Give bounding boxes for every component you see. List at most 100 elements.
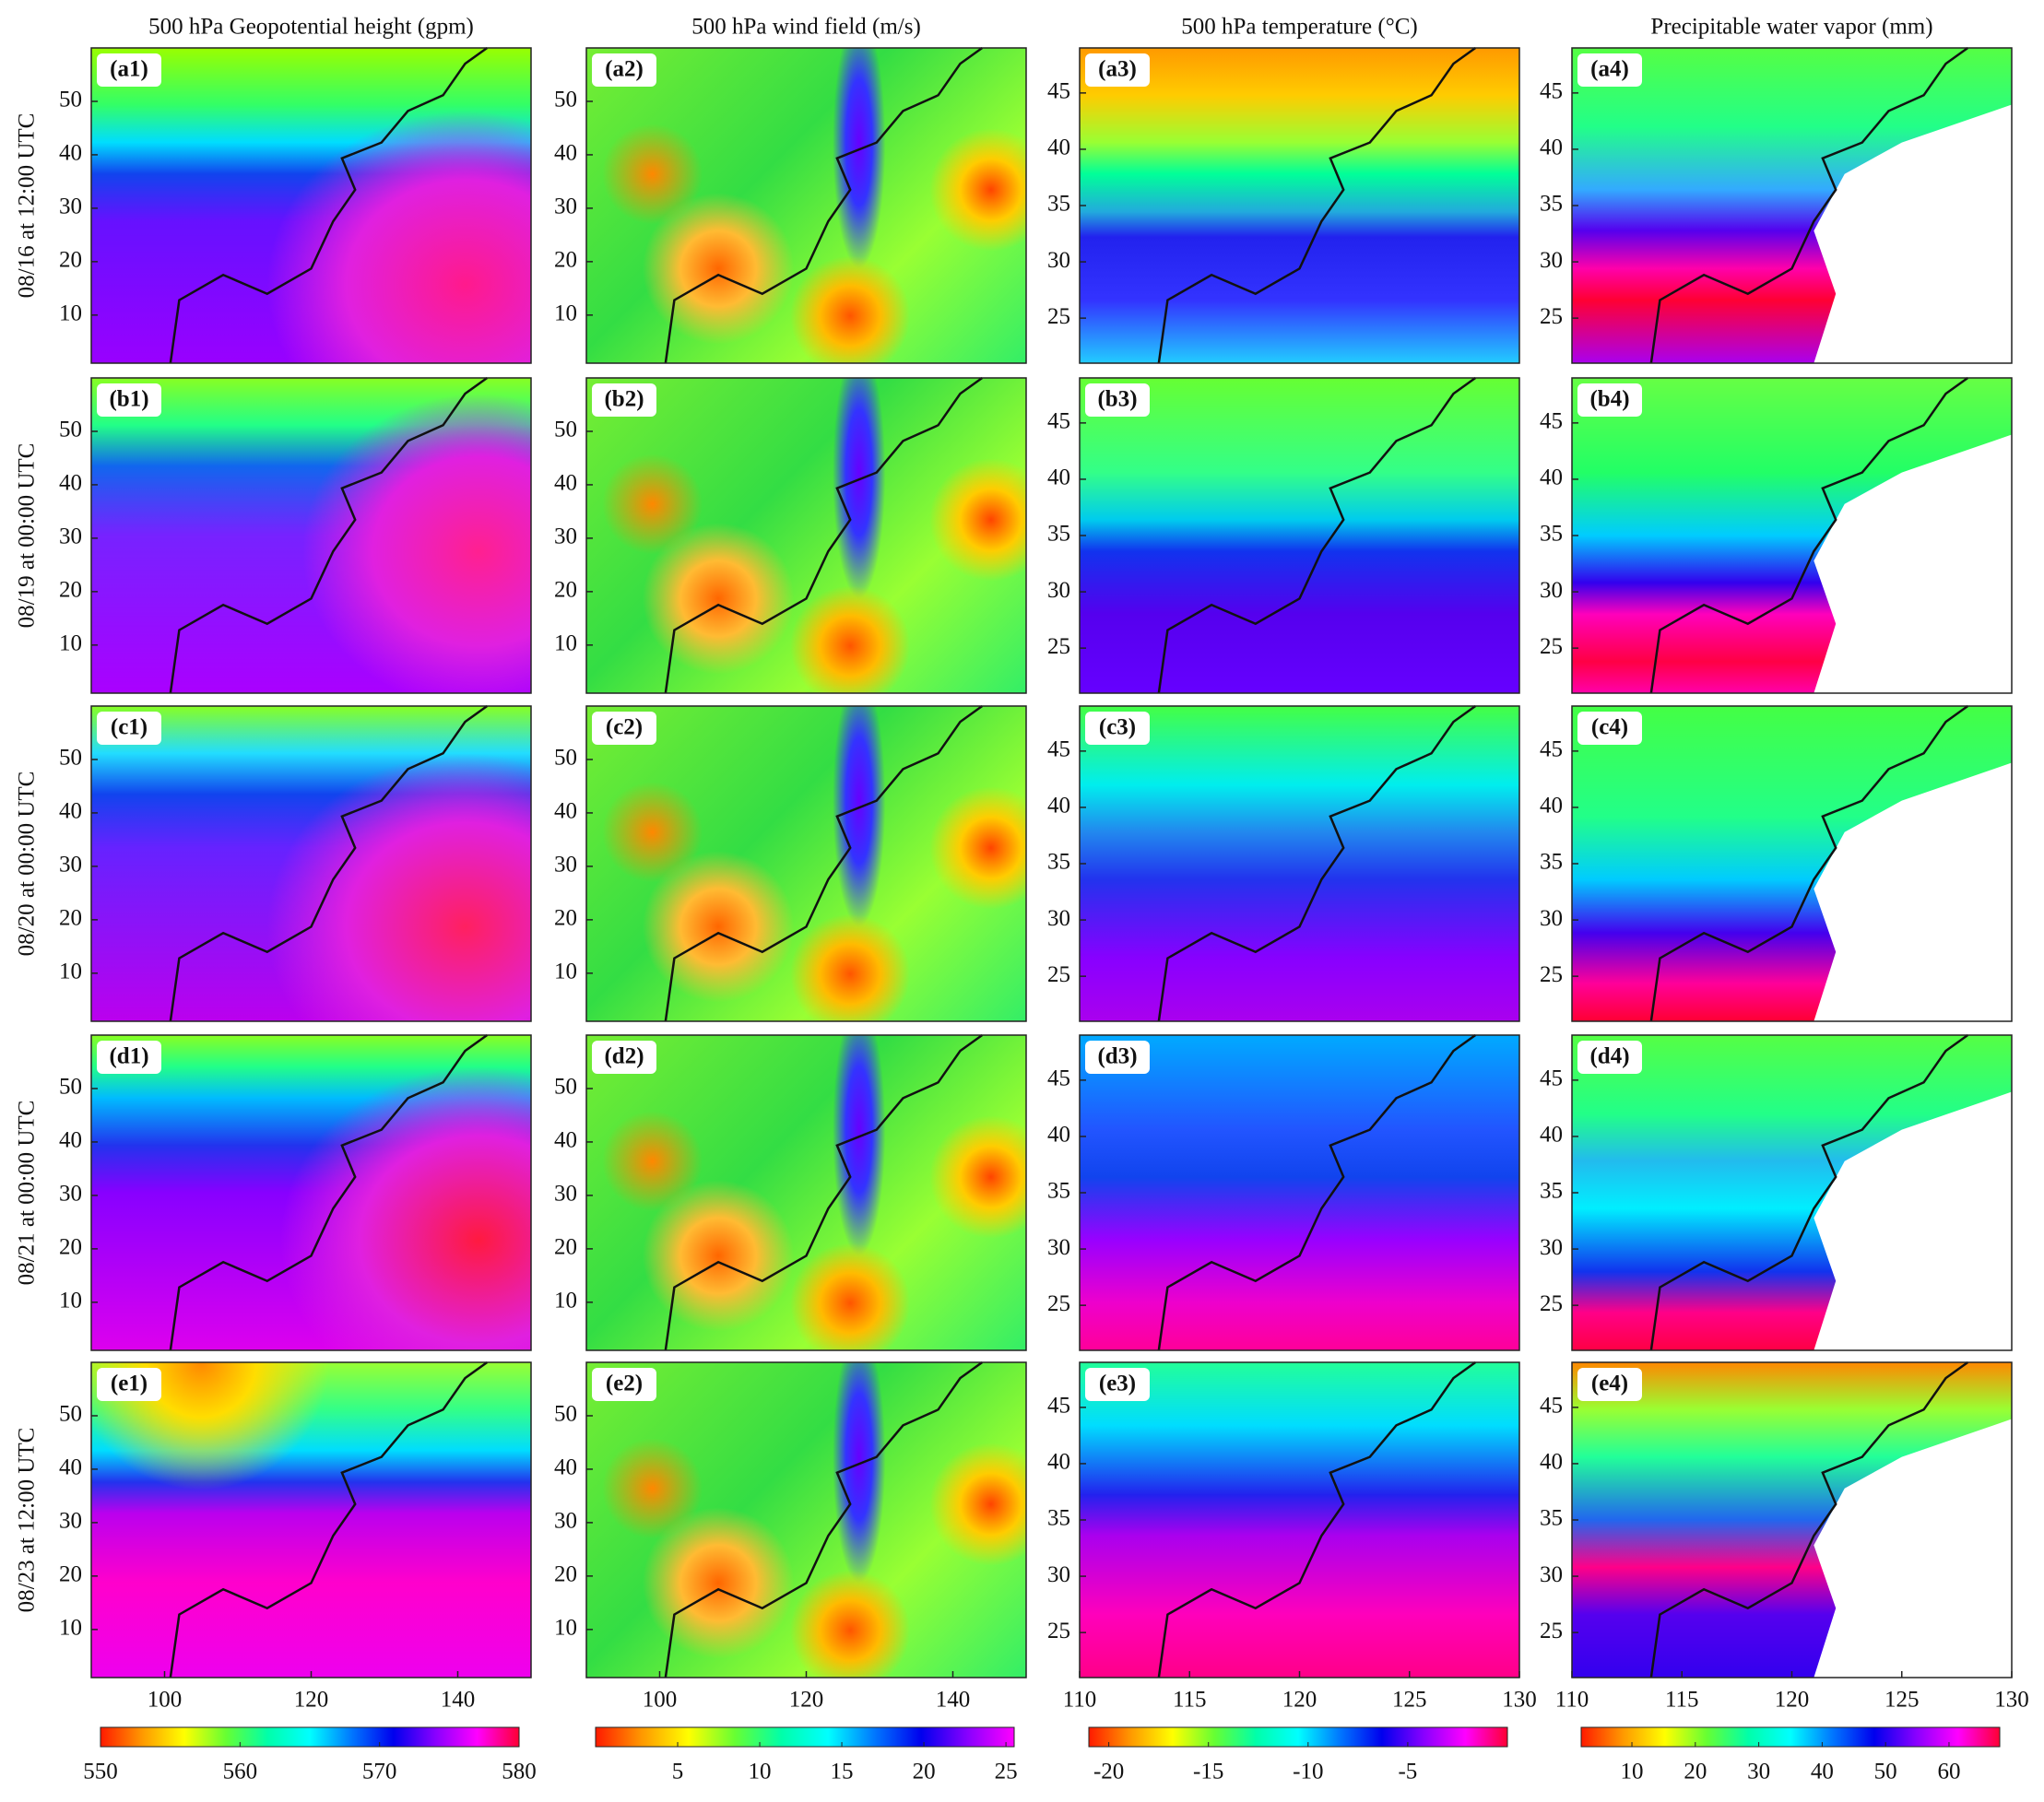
colorbar-tick-label: -20 [1093,1760,1124,1784]
colorbar [1088,1726,1508,1748]
y-tick-label: 40 [1540,465,1563,490]
panel-label: (b4) [1589,387,1629,412]
y-tick-label: 45 [1540,737,1563,762]
y-tick-label: 50 [554,1075,577,1100]
y-tick-label: 30 [1540,1235,1563,1260]
y-tick-label: 35 [1047,1179,1070,1204]
panel-label-box [1085,712,1150,745]
y-tick-label: 30 [1047,1235,1070,1260]
colorbar [100,1726,520,1748]
y-tick-label: 30 [59,853,82,877]
y-tick-label: 45 [1047,1066,1070,1091]
colorbar [1580,1726,2001,1748]
y-tick-label: 40 [1540,1450,1563,1475]
y-tick-label: 20 [59,1562,82,1587]
y-tick-label: 40 [1540,794,1563,819]
y-tick-label: 35 [1047,192,1070,217]
panel-label-box [592,383,656,417]
panel-label: (d1) [109,1044,148,1069]
panel-frame [585,1361,1027,1678]
x-tick-label: 115 [1173,1688,1207,1713]
masked-area [1814,762,2012,1021]
y-tick-label: 30 [554,194,577,219]
panel-label: (e1) [111,1372,148,1396]
panel-label: (a4) [1590,57,1629,82]
y-tick-label: 25 [1540,962,1563,987]
panel-label-box [1085,53,1150,87]
y-tick-label: 40 [1047,465,1070,490]
colorbar-tick-label: -5 [1398,1760,1417,1784]
colorbar-tick-label: 550 [83,1760,118,1784]
panel-frame [585,47,1027,364]
panel-frame [1079,47,1520,364]
coastline [1157,1033,1477,1351]
y-tick-label: 10 [554,631,577,656]
x-tick-label: 120 [294,1688,329,1713]
map-field [1080,378,1519,693]
panel-label: (d2) [604,1044,644,1069]
y-tick-label: 20 [59,906,82,931]
panel-frame [90,377,532,694]
panel-frame [585,705,1027,1022]
x-tick-label: 120 [789,1688,824,1713]
coastline [1157,704,1477,1022]
coastline [169,704,489,1022]
y-tick-label: 50 [59,88,82,112]
panel-label: (e3) [1099,1372,1136,1396]
y-tick-label: 40 [59,141,82,166]
column-title: 500 hPa temperature (°C) [1181,15,1417,40]
y-tick-label: 10 [554,1616,577,1641]
coastline [1157,376,1477,694]
panel-label: (c2) [606,715,643,740]
panel-label-box [1577,1368,1642,1401]
map-field [91,48,531,363]
y-tick-label: 35 [1540,522,1563,547]
panel-label: (e4) [1591,1372,1628,1396]
y-tick-label: 25 [1047,1619,1070,1643]
y-tick-label: 35 [1540,192,1563,217]
y-tick-label: 25 [1047,304,1070,329]
y-tick-label: 25 [1047,962,1070,987]
y-tick-label: 45 [1540,1394,1563,1419]
masked-area [1814,1419,2012,1678]
y-tick-label: 30 [554,1509,577,1534]
colorbar-tick-label: 560 [223,1760,258,1784]
y-tick-label: 40 [554,799,577,824]
coastline [1157,1360,1477,1678]
map-field [586,1035,1026,1350]
x-tick-label: 140 [936,1688,971,1713]
column-title: 500 hPa wind field (m/s) [691,15,921,40]
y-tick-label: 25 [1047,634,1070,659]
x-tick-label: 100 [148,1688,183,1713]
y-tick-label: 40 [1540,1123,1563,1148]
x-tick-label: 140 [441,1688,476,1713]
y-tick-label: 30 [1540,248,1563,273]
y-tick-label: 25 [1540,634,1563,659]
y-tick-label: 30 [1540,578,1563,603]
coastline [1649,1033,1969,1351]
panel-frame [1079,705,1520,1022]
y-tick-label: 40 [554,471,577,496]
panel-label: (b2) [604,387,644,412]
y-tick-label: 40 [59,471,82,496]
coastline [169,376,489,694]
y-tick-label: 40 [554,1128,577,1153]
coastline [169,46,489,364]
coastline [169,1033,489,1351]
panel-label-box [1085,1041,1150,1074]
panel-frame [90,47,532,364]
y-tick-label: 35 [1047,850,1070,875]
coastline [664,376,984,694]
colorbar-tick-label: 15 [831,1760,854,1784]
panel-label-box [592,1041,656,1074]
panel-label: (d3) [1097,1044,1137,1069]
row-label: 08/19 at 00:00 UTC [15,443,40,629]
map-field [91,1362,531,1678]
y-tick-label: 20 [554,906,577,931]
x-tick-label: 130 [1994,1688,2029,1713]
row-label: 08/21 at 00:00 UTC [15,1101,40,1286]
panel-label-box [1577,712,1642,745]
panel-label: (e2) [606,1372,643,1396]
panel-label-box [97,383,161,417]
